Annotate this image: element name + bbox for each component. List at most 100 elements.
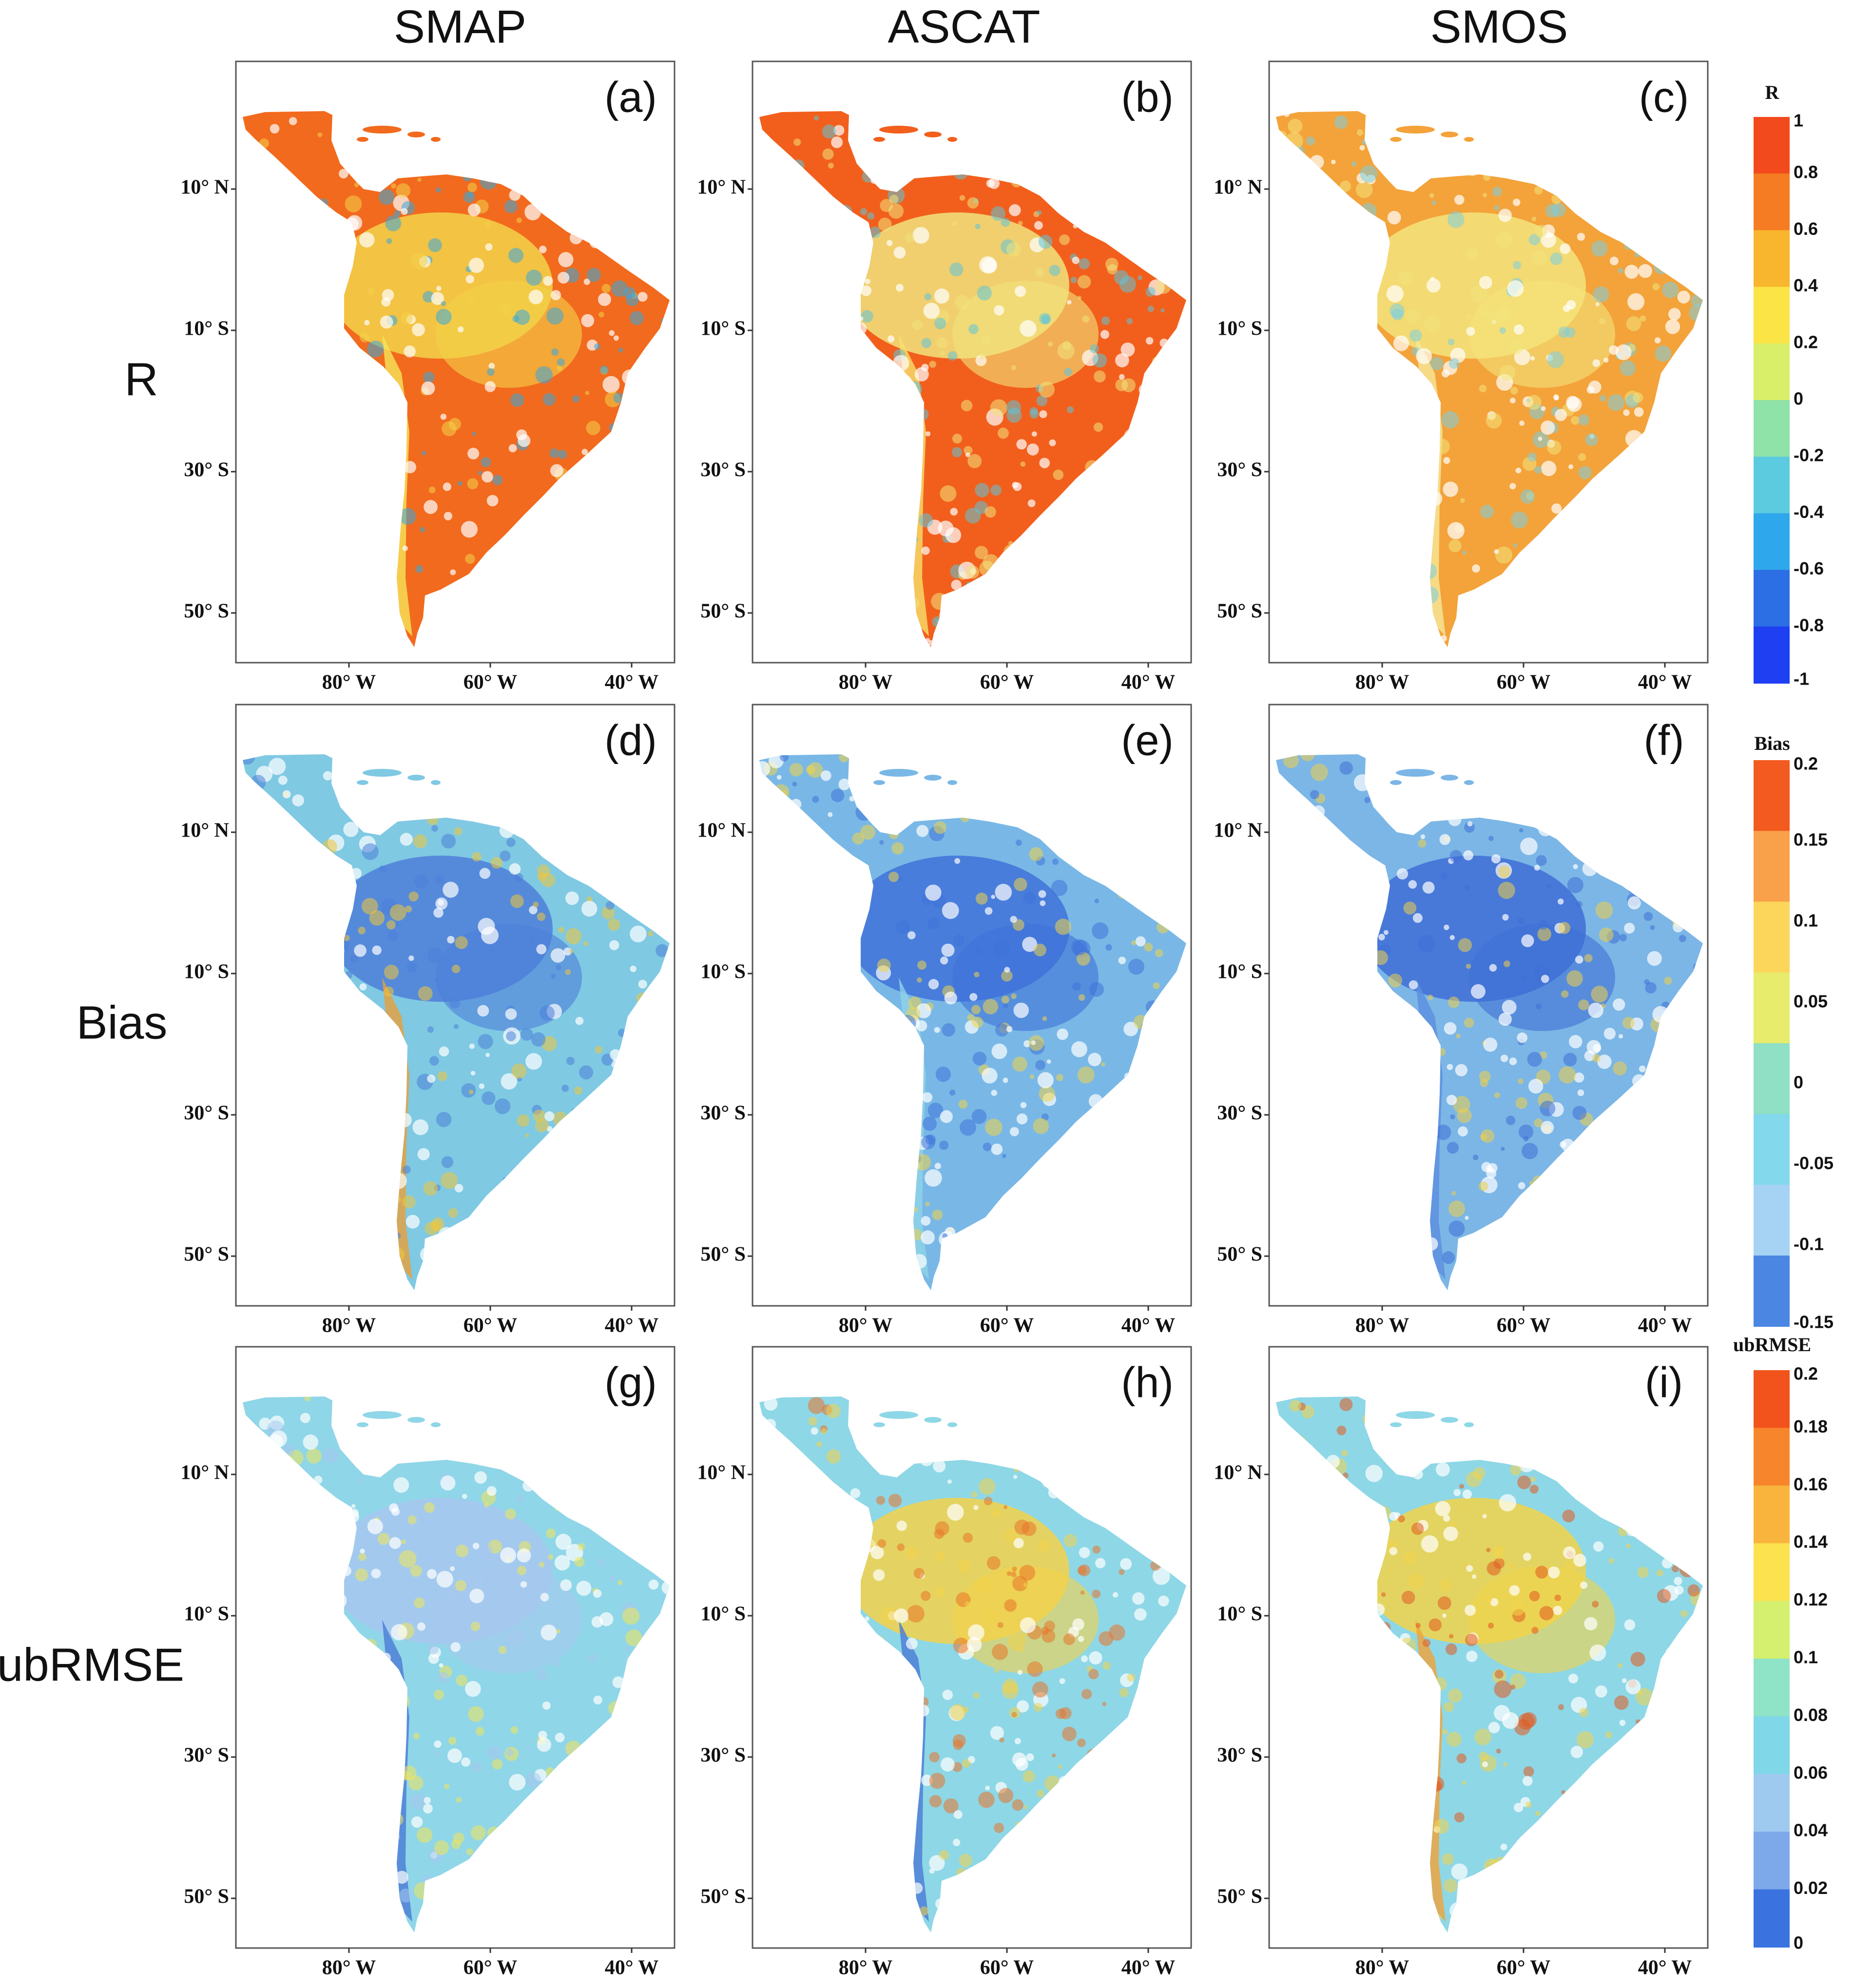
colorbar-tick-label: 0.08	[1794, 1705, 1828, 1725]
latitude-tick-label: 50° S	[184, 1886, 229, 1908]
colorbar-segment	[1754, 1774, 1790, 1833]
map-panel	[235, 60, 676, 664]
colorbar-tick-label: 0.16	[1794, 1474, 1828, 1494]
colorbar-tick-label: -0.05	[1794, 1153, 1834, 1173]
colorbar-segment	[1754, 400, 1790, 458]
colorbar-title: Bias	[1754, 732, 1790, 754]
map-panel	[752, 1346, 1192, 1949]
latitude-tick-label: 10° N	[180, 1462, 229, 1484]
longitude-tick-label: 80° W	[839, 671, 893, 694]
map-panel	[235, 1346, 676, 1949]
colorbar-tick-label: 0	[1794, 1072, 1803, 1092]
longitude-tick-label: 40° W	[1121, 671, 1176, 694]
caribbean-islands	[873, 769, 957, 785]
colorbar-tick-label: 0.14	[1794, 1532, 1828, 1552]
longitude-tick-label: 80° W	[839, 1315, 893, 1337]
colorbar-tick-label: 0.1	[1794, 1647, 1818, 1667]
longitude-tick-label: 80° W	[1355, 1957, 1409, 1979]
longitude-tick-label: 60° W	[1497, 1315, 1551, 1337]
latitude-tick-label: 10° S	[184, 1603, 229, 1625]
colorbar-segment	[1754, 230, 1790, 287]
map-panel	[1268, 704, 1709, 1307]
panel-label: (g)	[604, 1358, 657, 1406]
colorbar-tick-label: -0.1	[1794, 1234, 1824, 1254]
latitude-tick-label: 10° S	[184, 318, 229, 340]
colorbar-tick-label: 0.06	[1794, 1762, 1828, 1782]
colorbar-tick-label: -1	[1794, 669, 1809, 689]
caribbean-islands	[357, 1411, 441, 1427]
colorbar-segment	[1754, 972, 1790, 1044]
colorbar-segment	[1754, 173, 1790, 231]
map-panel	[235, 704, 676, 1307]
longitude-tick-label: 60° W	[980, 1957, 1034, 1979]
latitude-tick-label: 10° S	[184, 961, 229, 983]
latitude-tick-label: 10° N	[1214, 820, 1262, 842]
map-panel	[752, 704, 1192, 1307]
panel-label: (h)	[1121, 1358, 1174, 1406]
latitude-tick-label: 10° N	[1214, 176, 1262, 199]
longitude-tick-label: 80° W	[1355, 1315, 1409, 1337]
colorbar-tick-label: 0.02	[1794, 1878, 1828, 1898]
colorbar: ubRMSE 0.2 0.18 0.16 0.14 0.12 0.1 0.08 0.06 0.04…	[1733, 1334, 1828, 1952]
colorbar-segment	[1754, 1832, 1790, 1890]
longitude-tick-label: 80° W	[322, 1957, 376, 1979]
colorbar-segment	[1754, 457, 1790, 514]
colorbar-segment	[1754, 1543, 1790, 1602]
latitude-tick-label: 10° N	[180, 176, 229, 199]
colorbar-segment	[1754, 1185, 1790, 1256]
longitude-tick-label: 40° W	[605, 1957, 659, 1979]
longitude-tick-label: 80° W	[322, 671, 376, 694]
colorbar-tick-label: 0.6	[1794, 219, 1818, 239]
latitude-tick-label: 30° S	[184, 1102, 229, 1125]
longitude-tick-label: 40° W	[1121, 1957, 1176, 1979]
longitude-tick-label: 40° W	[1121, 1315, 1176, 1337]
row-title: R	[124, 353, 158, 405]
latitude-tick-label: 30° S	[184, 459, 229, 481]
latitude-tick-label: 30° S	[184, 1744, 229, 1767]
colorbar-segment	[1754, 1659, 1790, 1717]
caribbean-islands	[1390, 769, 1474, 785]
colorbar-segment	[1754, 570, 1790, 627]
colorbar-tick-label: 0.1	[1794, 911, 1818, 931]
latitude-tick-label: 10° N	[1214, 1462, 1262, 1484]
colorbar-tick-label: 0.2	[1794, 754, 1818, 774]
caribbean-islands	[873, 1411, 957, 1427]
column-title: ASCAT	[888, 0, 1041, 53]
caribbean-islands	[1390, 126, 1474, 142]
latitude-tick-label: 10° S	[700, 318, 746, 340]
latitude-tick-label: 30° S	[1217, 459, 1262, 481]
colorbar-tick-label: -0.8	[1794, 615, 1824, 635]
colorbar-segment	[1754, 1716, 1790, 1775]
colorbar-tick-label: 0.18	[1794, 1416, 1828, 1436]
colorbar-segment	[1754, 1428, 1790, 1486]
latitude-tick-label: 10° S	[1217, 318, 1262, 340]
colorbar-title: ubRMSE	[1733, 1334, 1811, 1356]
colorbar-tick-label: 0.4	[1794, 275, 1818, 295]
longitude-tick-label: 60° W	[463, 671, 518, 694]
longitude-tick-label: 60° W	[463, 1315, 518, 1337]
latitude-tick-label: 10° N	[180, 820, 229, 842]
map-panel	[752, 60, 1192, 664]
latitude-tick-label: 30° S	[1217, 1102, 1262, 1125]
colorbar-tick-label: 0.2	[1794, 1364, 1818, 1384]
colorbar-tick-label: 0.2	[1794, 332, 1818, 352]
latitude-tick-label: 10° N	[697, 176, 746, 199]
colorbar-tick-label: 0	[1794, 1933, 1803, 1953]
caribbean-islands	[357, 126, 441, 142]
longitude-tick-label: 60° W	[980, 671, 1034, 694]
colorbar-segment	[1754, 626, 1790, 684]
colorbar-segment	[1754, 901, 1790, 973]
colorbar-segment	[1754, 1601, 1790, 1659]
panel-label: (c)	[1639, 73, 1689, 121]
colorbar-segment	[1754, 1370, 1790, 1429]
panel-label: (e)	[1121, 716, 1174, 764]
latitude-tick-label: 50° S	[1217, 1243, 1262, 1266]
caribbean-islands	[1390, 1411, 1474, 1427]
panel-label: (f)	[1643, 716, 1684, 764]
column-title: SMAP	[394, 0, 526, 53]
colorbar-title: R	[1765, 81, 1780, 103]
latitude-tick-label: 10° N	[697, 1462, 746, 1484]
colorbar-tick-label: 1	[1794, 111, 1803, 131]
colorbar-segment	[1754, 1114, 1790, 1185]
colorbar-segment	[1754, 1043, 1790, 1115]
